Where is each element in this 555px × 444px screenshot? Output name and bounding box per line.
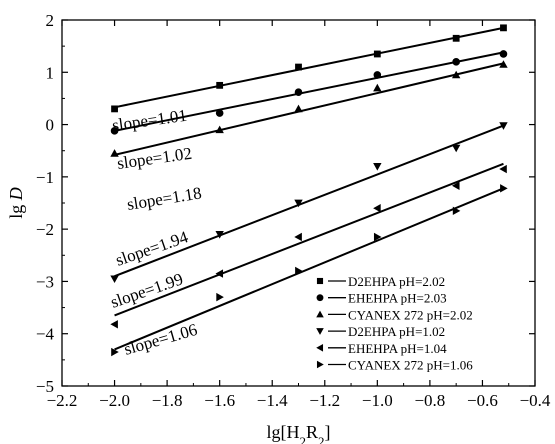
x-tick-label: −1.2 [309,391,340,410]
fit-line-series-3 [114,62,504,156]
fit-line-series-5 [114,162,504,317]
slope-label-series-4: slope=1.94 [113,227,191,270]
x-tick-label: −2.2 [47,391,78,410]
legend-label-series-3: CYANEX 272 pH=2.02 [348,307,473,322]
y-tick-label: 0 [46,116,55,135]
data-point-series-2 [215,109,224,117]
legend-marker-series-1 [316,277,324,285]
x-tick-label: −1.4 [257,391,288,410]
slope-label-series-1: slope=1.01 [111,106,188,135]
y-tick-label: 1 [46,63,55,82]
y-tick-label: −4 [36,325,55,344]
ticks-group: −2.2 −2.0 −1.8 −1.6 −1.4 −1.2 −1.0 −0.8 −0.6 −0.4… [36,11,551,410]
fit-lines-group [114,26,504,351]
data-point-series-6 [452,206,461,216]
data-point-series-5 [373,204,381,213]
data-point-series-3 [451,70,461,79]
data-point-series-5 [499,164,507,174]
data-point-series-4 [499,122,508,130]
legend-marker-series-5 [316,344,324,352]
data-point-series-4 [215,231,224,239]
axis-titles-group: lg[H2R2] lg D [6,187,331,444]
legend-marker-series-4 [316,328,324,335]
x-tick-label: −1.0 [362,391,393,410]
data-point-series-3 [294,104,303,113]
data-point-series-3 [499,60,508,68]
data-point-series-6 [295,266,303,276]
y-tick-label: −3 [36,272,54,291]
legend-label-series-5: EHEHPA pH=1.04 [348,341,447,356]
y-tick-label: −5 [36,377,54,396]
data-point-series-1 [452,34,460,42]
slope-label-series-5: slope=1.99 [108,269,185,311]
data-point-series-2 [499,50,508,58]
fit-line-series-1 [114,26,504,109]
data-point-series-5 [110,320,118,329]
data-point-series-2 [294,88,303,96]
x-axis-title: lg[H2R2] [266,422,330,444]
x-tick-label: −1.8 [152,391,183,410]
data-point-series-2 [373,71,382,79]
data-point-series-6 [373,232,382,242]
fit-line-series-6 [114,187,504,351]
data-point-series-1 [373,50,381,58]
slope-labels-group: slope=1.01 slope=1.02 slope=1.18 slope=1.94… [108,106,203,359]
x-tick-label: −0.8 [414,391,445,410]
data-point-series-1 [295,63,302,71]
data-point-series-3 [373,83,382,92]
data-point-series-4 [373,163,382,171]
slope-label-series-3: slope=1.18 [126,183,203,214]
data-point-series-1 [500,24,507,32]
data-point-series-6 [500,184,508,193]
fit-line-series-2 [114,51,504,132]
data-point-series-5 [451,181,460,190]
slope-label-series-6: slope=1.06 [122,320,200,359]
legend-label-series-1: D2EHPA pH=2.02 [348,274,445,289]
y-tick-label: −1 [36,168,54,187]
data-point-series-4 [294,199,303,208]
data-point-series-1 [111,105,118,113]
data-point-series-2 [110,127,119,135]
fit-line-series-4 [114,124,504,278]
x-tick-label: −2.0 [99,391,130,410]
legend-marker-series-6 [316,360,324,369]
slope-label-series-2: slope=1.02 [116,144,193,173]
data-point-series-3 [215,125,224,134]
data-point-series-4 [110,275,119,284]
x-tick-label: −0.4 [520,391,551,410]
data-point-series-6 [216,292,224,302]
data-point-series-5 [215,269,224,278]
x-tick-label: −0.6 [467,391,498,410]
x-tick-label: −1.6 [204,391,235,410]
data-point-series-3 [110,149,119,157]
y-tick-label: −2 [36,220,54,239]
markers-group [110,24,508,357]
legend-label-series-4: D2EHPA pH=1.02 [348,324,445,339]
legend-marker-series-3 [316,310,324,318]
data-point-series-6 [111,347,119,357]
data-point-series-2 [452,58,460,66]
legend-label-series-2: EHEHPA pH=2.03 [348,291,447,306]
y-tick-label: 2 [46,11,55,30]
legend-label-series-6: CYANEX 272 pH=1.06 [348,358,473,373]
y-axis-title: lg D [6,187,26,219]
data-point-series-4 [451,144,461,153]
data-point-series-1 [216,81,224,89]
legend-marker-series-2 [316,294,324,302]
data-point-series-5 [294,232,302,242]
